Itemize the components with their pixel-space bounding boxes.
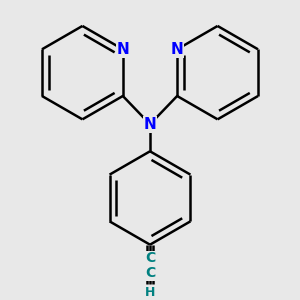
Text: C: C [145, 266, 155, 280]
Text: N: N [144, 117, 156, 132]
Text: H: H [145, 286, 155, 299]
Text: N: N [116, 42, 129, 57]
Text: N: N [171, 42, 184, 57]
Text: C: C [145, 251, 155, 266]
